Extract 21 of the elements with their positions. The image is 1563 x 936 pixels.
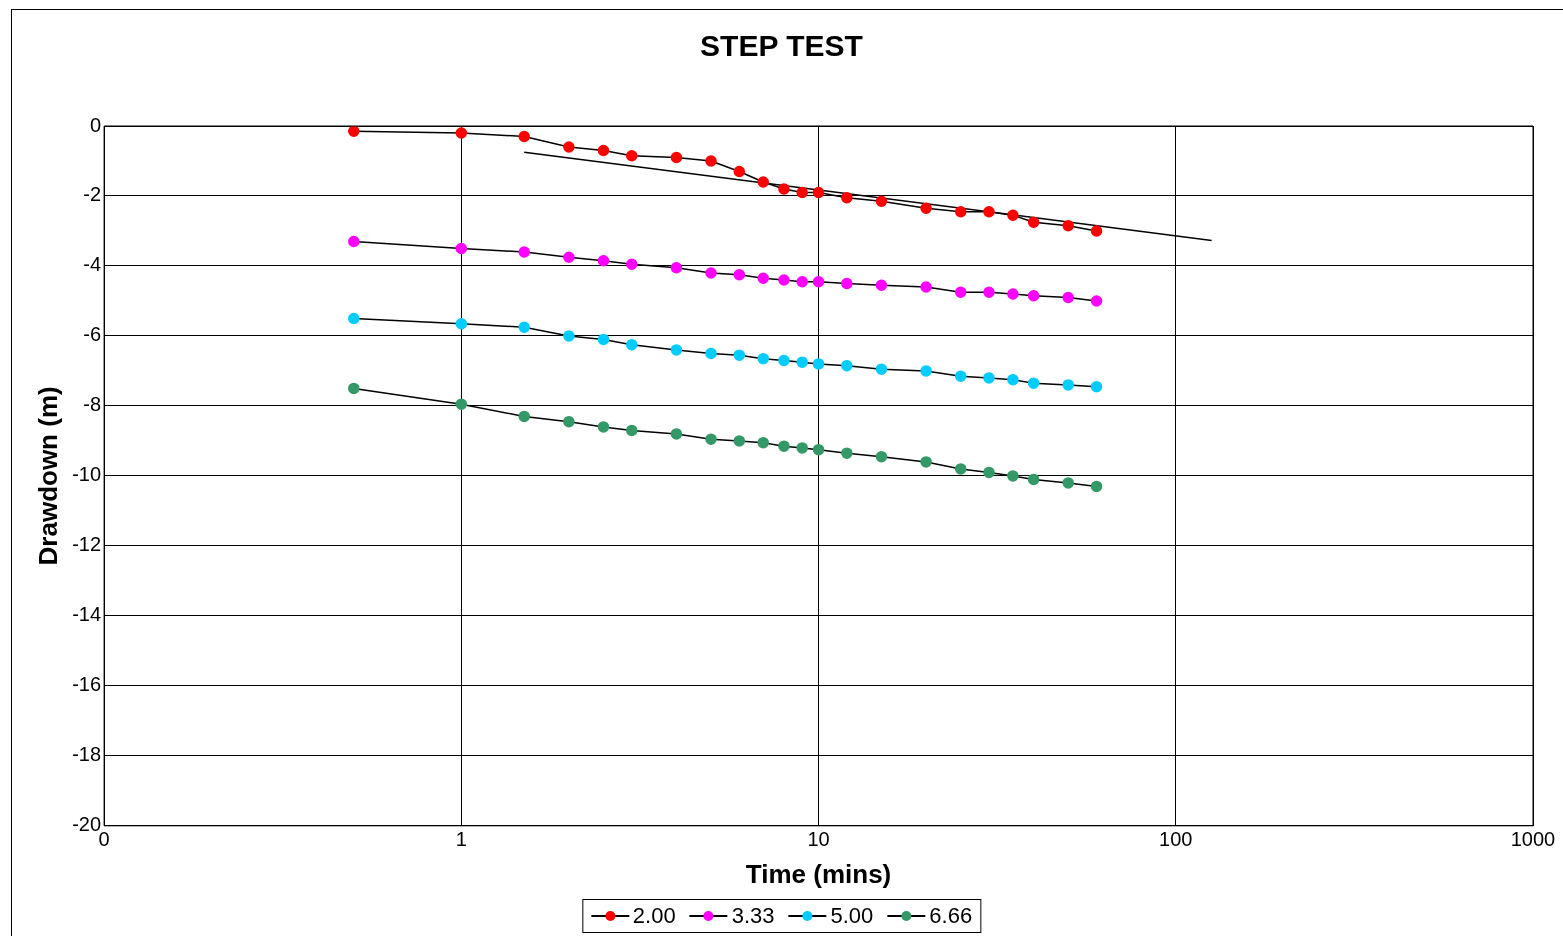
- y-tick-label: -12: [72, 533, 102, 556]
- x-tick-label: 1: [455, 828, 467, 851]
- y-axis-title: Drawdown (m): [32, 386, 63, 566]
- legend-label: 6.66: [929, 903, 973, 929]
- y-tick-label: -8: [83, 393, 102, 416]
- y-tick-label: -18: [72, 743, 102, 766]
- y-tick-label: -6: [83, 323, 102, 346]
- legend-label: 5.00: [830, 903, 874, 929]
- x-tick-label: 100: [1159, 828, 1193, 851]
- x-tick-label: 10: [807, 828, 830, 851]
- chart-title: STEP TEST: [700, 29, 863, 63]
- y-tick-label: -2: [83, 183, 102, 206]
- x-tick-label: 1000: [1510, 828, 1556, 851]
- y-tick-label: 0: [89, 113, 102, 136]
- legend-label: 2.00: [632, 903, 676, 929]
- y-tick-label: -4: [83, 253, 102, 276]
- x-axis-title: Time (mins): [745, 858, 892, 889]
- y-tick-label: -10: [72, 463, 102, 486]
- y-tick-label: -14: [72, 603, 102, 626]
- y-tick-label: -16: [72, 673, 102, 696]
- legend-label: 3.33: [731, 903, 775, 929]
